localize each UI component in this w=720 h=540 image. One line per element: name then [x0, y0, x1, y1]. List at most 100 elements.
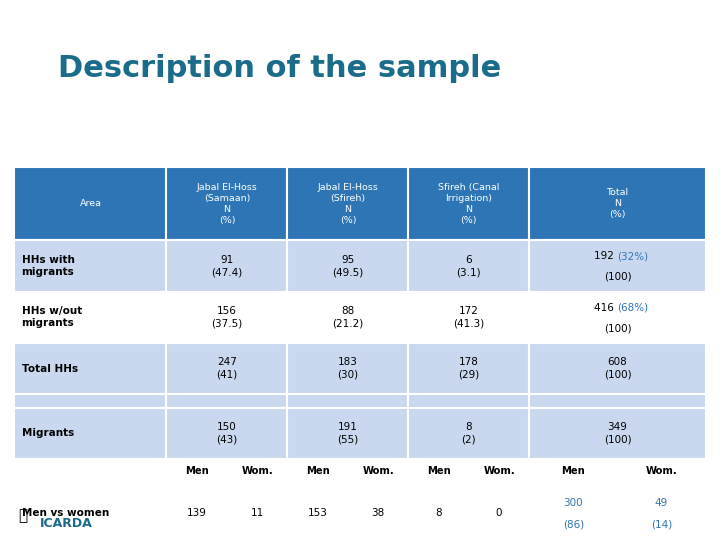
Text: (100): (100): [603, 272, 631, 282]
Bar: [408, 459, 469, 483]
Bar: [287, 240, 408, 292]
Bar: [529, 394, 706, 408]
Text: 178
(29): 178 (29): [458, 357, 480, 380]
Bar: [408, 292, 529, 343]
Bar: [408, 167, 529, 240]
Bar: [166, 292, 287, 343]
Bar: [14, 292, 166, 343]
Text: 183
(30): 183 (30): [338, 357, 359, 380]
Text: Jabal El-Hoss
(Sfireh)
N
(%): Jabal El-Hoss (Sfireh) N (%): [318, 183, 378, 225]
Text: 49: 49: [655, 498, 668, 508]
Bar: [408, 483, 469, 540]
Bar: [469, 459, 529, 483]
Bar: [287, 292, 408, 343]
Text: Men: Men: [185, 466, 209, 476]
Bar: [618, 459, 706, 483]
Text: 8: 8: [436, 508, 442, 518]
Bar: [529, 167, 706, 240]
Bar: [287, 394, 408, 408]
Text: 38: 38: [372, 508, 384, 518]
Text: Men: Men: [562, 466, 585, 476]
Text: Wom.: Wom.: [483, 466, 515, 476]
Text: Wom.: Wom.: [362, 466, 394, 476]
Text: Wom.: Wom.: [241, 466, 273, 476]
Text: Description of the sample: Description of the sample: [58, 54, 501, 83]
Text: 88
(21.2): 88 (21.2): [332, 306, 364, 328]
Bar: [529, 240, 706, 292]
Text: 139: 139: [186, 508, 207, 518]
Bar: [529, 343, 706, 394]
Text: Sfireh (Canal
Irrigation)
N
(%): Sfireh (Canal Irrigation) N (%): [438, 183, 500, 225]
Text: Area: Area: [79, 199, 102, 208]
Text: 191
(55): 191 (55): [337, 422, 359, 444]
Text: 150
(43): 150 (43): [216, 422, 238, 444]
Text: 300: 300: [564, 498, 583, 508]
Text: 416: 416: [594, 302, 618, 313]
Bar: [408, 240, 529, 292]
Text: 95
(49.5): 95 (49.5): [332, 255, 364, 277]
Bar: [14, 343, 166, 394]
Bar: [287, 343, 408, 394]
Bar: [529, 459, 618, 483]
Bar: [287, 408, 408, 459]
Text: (14): (14): [651, 520, 672, 530]
Bar: [348, 483, 408, 540]
Text: (100): (100): [603, 323, 631, 333]
Bar: [166, 459, 227, 483]
Text: Wom.: Wom.: [646, 466, 678, 476]
Bar: [348, 459, 408, 483]
Text: 91
(47.4): 91 (47.4): [211, 255, 243, 277]
Bar: [14, 408, 166, 459]
Text: 0: 0: [496, 508, 503, 518]
Text: 153: 153: [307, 508, 328, 518]
Bar: [469, 483, 529, 540]
Bar: [408, 408, 529, 459]
Text: 192: 192: [594, 251, 618, 261]
Text: HHs with
migrants: HHs with migrants: [22, 255, 74, 277]
Bar: [14, 459, 166, 483]
Text: Men: Men: [427, 466, 451, 476]
Text: 349
(100): 349 (100): [603, 422, 631, 444]
Text: Jabal El-Hoss
(Samaan)
N
(%): Jabal El-Hoss (Samaan) N (%): [197, 183, 257, 225]
Bar: [166, 483, 227, 540]
Bar: [287, 167, 408, 240]
Bar: [408, 394, 529, 408]
Text: HHs w/out
migrants: HHs w/out migrants: [22, 306, 82, 328]
Text: Total
N
(%): Total N (%): [606, 188, 629, 219]
Bar: [227, 483, 287, 540]
Text: Total HHs: Total HHs: [22, 363, 78, 374]
Bar: [408, 343, 529, 394]
Bar: [166, 394, 287, 408]
Bar: [618, 483, 706, 540]
Text: (68%): (68%): [618, 302, 649, 313]
Text: (32%): (32%): [618, 251, 649, 261]
Text: (86): (86): [563, 520, 584, 530]
Text: 6
(3.1): 6 (3.1): [456, 255, 481, 277]
Bar: [14, 167, 166, 240]
Bar: [529, 483, 618, 540]
Bar: [227, 459, 287, 483]
Bar: [287, 459, 348, 483]
Text: 11: 11: [251, 508, 264, 518]
Bar: [529, 408, 706, 459]
Bar: [166, 240, 287, 292]
Text: 🌿: 🌿: [18, 508, 27, 523]
Bar: [166, 343, 287, 394]
Bar: [14, 483, 166, 540]
Text: 8
(2): 8 (2): [462, 422, 476, 444]
Bar: [529, 292, 706, 343]
Bar: [14, 240, 166, 292]
Text: Migrants: Migrants: [22, 428, 74, 438]
Text: 608
(100): 608 (100): [603, 357, 631, 380]
Bar: [529, 343, 706, 394]
Bar: [287, 483, 348, 540]
Text: Men: Men: [306, 466, 330, 476]
Text: ICARDA: ICARDA: [40, 517, 92, 530]
Text: 247
(41): 247 (41): [216, 357, 238, 380]
Text: Men vs women: Men vs women: [22, 508, 109, 518]
Text: 172
(41.3): 172 (41.3): [453, 306, 485, 328]
Bar: [14, 394, 166, 408]
Text: 156
(37.5): 156 (37.5): [211, 306, 243, 328]
Bar: [166, 167, 287, 240]
Bar: [166, 408, 287, 459]
